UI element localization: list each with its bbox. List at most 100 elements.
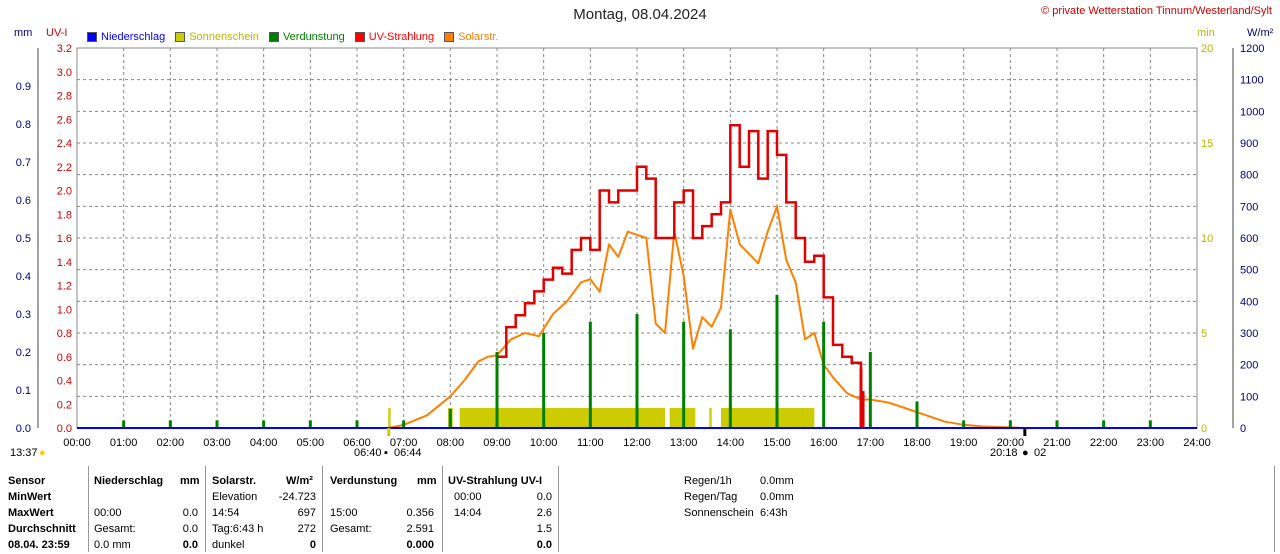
side-stat-label: Regen/Tag (684, 491, 738, 503)
sunshine-block (459, 408, 665, 428)
wm2-tick-label: 1100 (1240, 75, 1264, 87)
axis-unit-mm: mm (14, 27, 33, 39)
sunrise-time-2: 06:44 (394, 447, 422, 459)
stats-cell-v-time: 15:00 (330, 507, 358, 519)
side-stat-row: Regen/Tag 0.0mm (0, 491, 1280, 506)
uv-tick-label: 1.0 (57, 304, 72, 316)
stats-cell-label: Durchschnitt (8, 523, 76, 535)
legend-swatch (175, 32, 186, 42)
x-tick-label: 23:00 (1137, 437, 1165, 449)
axis-unit-uv: UV-I (46, 27, 68, 39)
legend-item: Verdunstung (268, 31, 345, 43)
uv-tick-label: 3.2 (57, 43, 72, 55)
sunset-time-2: 02 (1034, 447, 1047, 459)
legend-label: Niederschlag (101, 31, 166, 43)
stats-cell-n-time: 00:00 (94, 507, 122, 519)
stats-header-row: Sensor Niederschlag mm Solarstr. W/m² Ve… (0, 475, 1280, 490)
stats-table: Sensor Niederschlag mm Solarstr. W/m² Ve… (0, 466, 1280, 552)
mm-tick-label: 0.4 (16, 271, 31, 283)
uv-tick-label: 3.0 (57, 67, 72, 79)
uv-tick-label: 0.8 (57, 328, 72, 340)
wm2-tick-label: 1000 (1240, 106, 1264, 118)
sunshine-block (388, 408, 391, 428)
x-tick-label: 09:00 (483, 437, 511, 449)
min-tick-label: 0 (1201, 423, 1207, 435)
sunrise-icon: ▪ (384, 447, 388, 459)
stats-cell-n-time: Gesamt: (94, 523, 136, 535)
min-tick-label: 10 (1201, 233, 1213, 245)
legend-swatch (268, 32, 279, 42)
min-tick-label: 5 (1201, 328, 1207, 340)
stats-cell-n-val: 0.0 (182, 523, 198, 535)
chart-title: Montag, 08.04.2024 (573, 6, 707, 23)
header-mm-2: mm (417, 475, 437, 487)
x-tick-label: 21:00 (1043, 437, 1071, 449)
stats-cell-u-time: 14:04 (454, 507, 482, 519)
uv-tick-label: 2.0 (57, 186, 72, 198)
wm2-tick-label: 1200 (1240, 43, 1264, 55)
stats-cell-s-label: dunkel (212, 539, 245, 551)
min-tick-label: 15 (1201, 138, 1213, 150)
wm2-tick-label: 900 (1240, 138, 1258, 150)
legend-label: Verdunstung (282, 31, 345, 43)
stats-cell-s-label: 14:54 (212, 507, 240, 519)
sunshine-block (721, 408, 815, 428)
x-tick-label: 07:00 (390, 437, 418, 449)
stats-cell-label: 08.04. 23:59 (8, 539, 70, 551)
legend-swatch (87, 32, 97, 42)
sunshine-block (709, 408, 712, 428)
legend-swatch (444, 32, 455, 42)
wm2-tick-label: 700 (1240, 201, 1258, 213)
wm2-tick-label: 200 (1240, 360, 1258, 372)
x-tick-label: 03:00 (203, 437, 231, 449)
stats-cell-s-val: 0 (309, 539, 316, 551)
side-stat-row: Regen/1h 0.0mm (0, 475, 1280, 490)
weather-chart: 00:00 01:00 02:00 03:00 04:00 05:00 06:00 07:00… (16, 43, 1265, 449)
uv-tick-label: 0.2 (57, 399, 72, 411)
x-tick-label: 15:00 (763, 437, 791, 449)
sunrise-marker (387, 428, 391, 436)
x-tick-label: 10:00 (530, 437, 558, 449)
axis-unit-min: min (1197, 27, 1215, 39)
stats-cell-u-val: 0.0 (536, 491, 552, 503)
header-solar: Solarstr. (212, 475, 257, 487)
x-tick-label: 11:00 (577, 437, 604, 449)
uv-tick-label: 2.2 (57, 162, 72, 174)
x-tick-label: 00:00 (63, 437, 91, 449)
legend-item: Solarstr. (444, 31, 499, 43)
stats-row: Durchschnitt Gesamt: 0.0 Tag:6:43 h 272 Gesam… (0, 523, 1280, 538)
mm-tick-label: 0.8 (16, 119, 31, 131)
wm2-tick-label: 0 (1240, 423, 1246, 435)
axis-unit-wm2: W/m² (1247, 27, 1274, 39)
uv-tick-label: 0.6 (57, 352, 72, 364)
x-tick-label: 06:00 (343, 437, 371, 449)
stats-cell-label: MinWert (8, 491, 52, 503)
side-stat-value: 0.0mm (760, 475, 794, 487)
wm2-tick-label: 100 (1240, 391, 1258, 403)
stats-cell-u-val: 1.5 (536, 523, 552, 535)
uv-tick-label: 2.6 (57, 114, 72, 126)
stats-cell-v-time: Gesamt: (330, 523, 372, 535)
side-stat-value: 6:43h (760, 507, 788, 519)
x-tick-label: 05:00 (297, 437, 325, 449)
x-tick-label: 24:00 (1183, 437, 1211, 449)
x-tick-label: 08:00 (437, 437, 465, 449)
time-bar: 13:37 ● 06:40 ▪ 06:44 20:18 ● 02 (0, 443, 1280, 463)
stats-cell-s-val: 697 (297, 507, 316, 519)
side-stat-label: Sonnenschein (684, 507, 754, 519)
legend-swatch (354, 32, 365, 42)
uv-tick-label: 0.4 (57, 376, 72, 388)
stats-row: MinWert Elevation -24.723 00:00 0.0 (0, 491, 1280, 506)
x-tick-label: 22:00 (1090, 437, 1118, 449)
sunset-time: 20:18 (990, 447, 1018, 459)
x-tick-label: 04:00 (250, 437, 278, 449)
legend-item: Niederschlag (87, 31, 165, 43)
side-stat-value: 0.0mm (760, 491, 794, 503)
moon-icon: ● (1022, 447, 1029, 459)
wm2-tick-label: 400 (1240, 296, 1258, 308)
copyright-label: © private Wetterstation Tinnum/Westerlan… (1041, 5, 1272, 17)
header-sensor: Sensor (8, 475, 46, 487)
sunrise-time: 06:40 (354, 447, 382, 459)
wm2-tick-label: 800 (1240, 170, 1258, 182)
uv-tick-label: 1.4 (57, 257, 72, 269)
